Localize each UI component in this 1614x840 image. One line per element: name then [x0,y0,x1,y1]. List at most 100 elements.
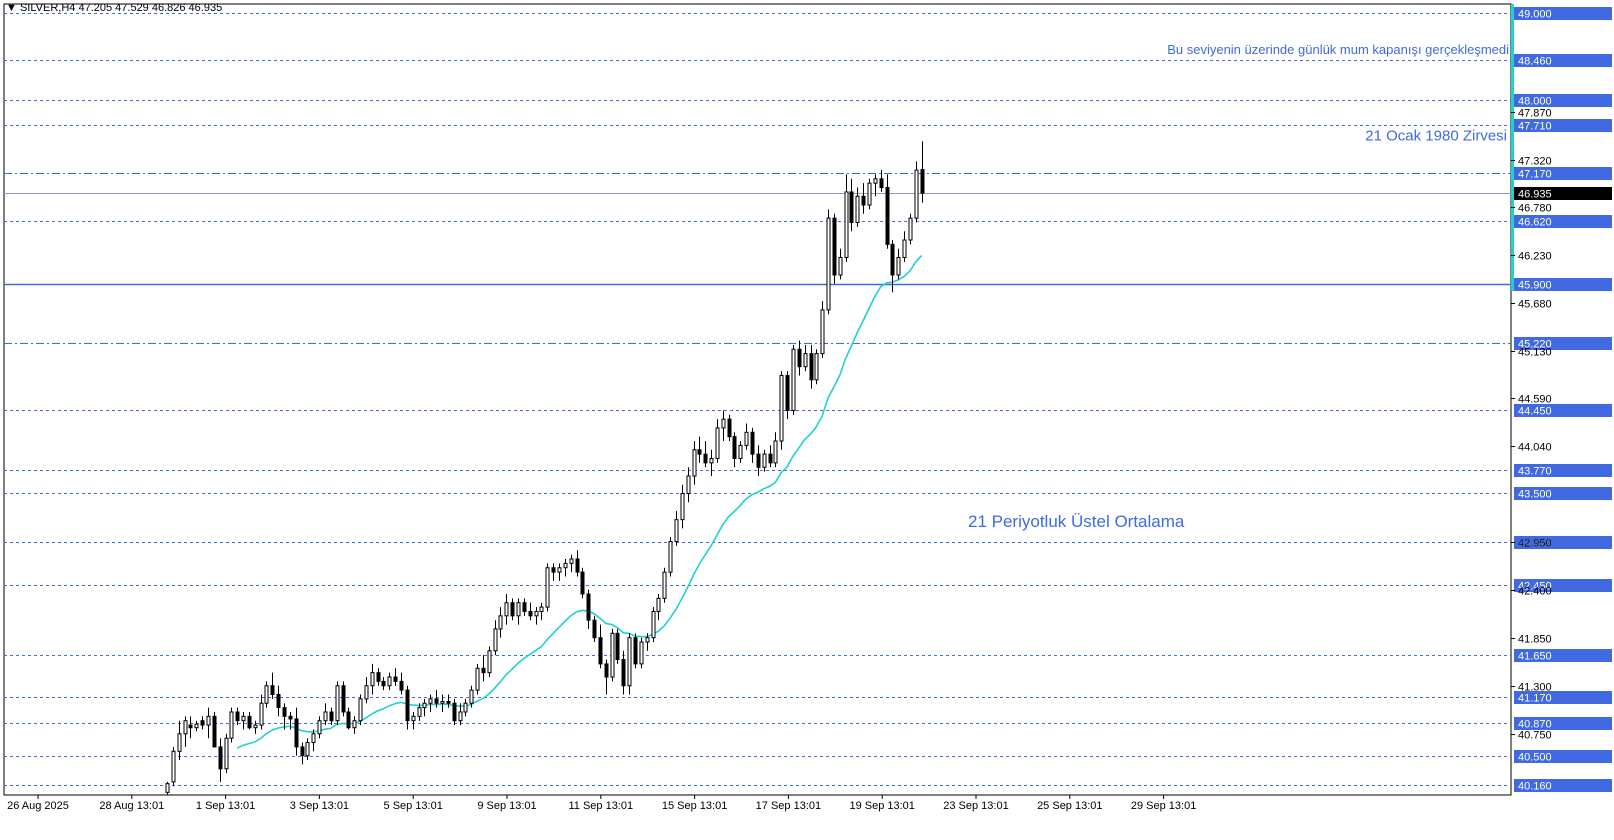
candle-body-102 [762,453,767,468]
candle-body-87 [674,519,679,543]
ema-line [236,255,923,749]
candle-117 [849,178,854,232]
candle-100 [750,427,755,463]
candle-9 [218,738,223,782]
candle-11 [229,707,234,743]
candle-77 [615,628,620,664]
candle-82 [645,633,650,651]
candle-body-3 [183,720,188,735]
candle-81 [639,637,644,669]
candle-14 [247,711,252,730]
annotation-daily-close: Bu seviyenin üzerinde günlük mum kapanış… [1167,42,1509,57]
level-label-9: 43.770 [1518,466,1552,478]
time-axis[interactable]: 26 Aug 2025 28 Aug 13:01 1 Sep 13:01 3 Sep … [7,795,1196,812]
level-label-16: 40.500 [1518,752,1552,764]
candle-85 [662,567,667,603]
candle-80 [633,633,638,669]
candle-body-13 [241,715,246,722]
candle-115 [838,248,843,280]
candle-body-60 [516,602,521,617]
candle-body-95 [721,418,726,429]
candle-86 [668,537,673,577]
level-label-bg-16 [1514,750,1612,763]
candle-body-109 [803,353,808,368]
candle-body-25 [311,733,316,744]
time-tick-label-3: 3 Sep 13:01 [290,800,349,812]
candle-body-63 [534,610,539,617]
level-label-17: 40.160 [1518,781,1552,793]
candle-body-21 [288,715,293,720]
candle-body-114 [832,217,837,276]
candle-body-94 [715,427,720,459]
price-axis[interactable]: 49.000 48.460 48.000 47.710 47.170 46.620 45.9… [1511,4,1612,793]
candle-104 [773,432,778,468]
candle-body-41 [405,689,410,722]
ema-line-group [236,255,923,749]
candle-body-56 [493,628,498,652]
candle-116 [844,174,849,262]
candles [165,141,925,795]
candle-105 [779,371,784,450]
candle-92 [703,441,708,468]
candle-body-5 [194,723,199,729]
candle-body-6 [200,720,205,726]
candle-91 [697,436,702,463]
candle-44 [422,698,427,717]
candle-57 [498,607,503,638]
candle-body-39 [393,676,398,682]
candle-66 [551,563,556,581]
header-ohlc: 47.205 47.529 46.826 46.935 [78,2,223,14]
candle-body-38 [387,676,392,687]
candle-29 [335,681,340,726]
candle-107 [791,344,796,415]
candle-90 [692,441,697,485]
level-label-bg-11 [1514,536,1612,549]
level-label-bg-13 [1514,649,1612,662]
candle-body-129 [920,169,925,194]
candle-23 [300,742,305,765]
candle-128 [914,161,919,223]
candle-55 [487,646,492,678]
candle-body-28 [329,711,334,722]
candle-body-40 [399,680,404,691]
candle-108 [797,340,802,376]
level-label-0: 49.000 [1518,9,1552,21]
candle-64 [539,602,544,621]
candle-74 [598,624,603,669]
level-label-bg-14 [1514,691,1612,704]
candle-body-49 [452,702,457,722]
candle-118 [855,187,860,227]
header-menu-icon[interactable]: ▼ [6,2,17,14]
candle-62 [528,602,533,621]
candle-34 [364,677,369,704]
candle-body-89 [686,475,691,494]
candle-101 [756,445,761,476]
level-label-bg-9 [1514,464,1612,477]
candle-41 [405,685,410,730]
candle-body-7 [206,715,211,726]
time-tick-label-4: 5 Sep 13:01 [384,800,443,812]
candle-93 [709,449,714,476]
candle-94 [715,419,720,463]
candle-122 [879,170,884,192]
candle-121 [873,174,878,197]
candle-53 [475,663,480,695]
price-tick-label-11: 41.300 [1518,682,1552,694]
candle-body-57 [498,615,503,630]
candle-body-27 [323,711,328,722]
candle-129 [920,141,925,203]
candle-body-51 [463,702,468,713]
candle-26 [317,716,322,739]
level-label-bg-6 [1514,278,1612,291]
candle-body-122 [879,178,884,189]
candle-body-92 [703,453,708,464]
annotations: Bu seviyenin üzerinde günlük mum kapanış… [968,42,1509,531]
candle-body-93 [709,457,714,464]
candle-39 [393,668,398,686]
level-label-bg-17 [1514,779,1612,792]
candle-114 [832,213,837,284]
level-label-12: 42.450 [1518,581,1552,593]
candle-89 [686,467,691,503]
candle-97 [732,432,737,468]
